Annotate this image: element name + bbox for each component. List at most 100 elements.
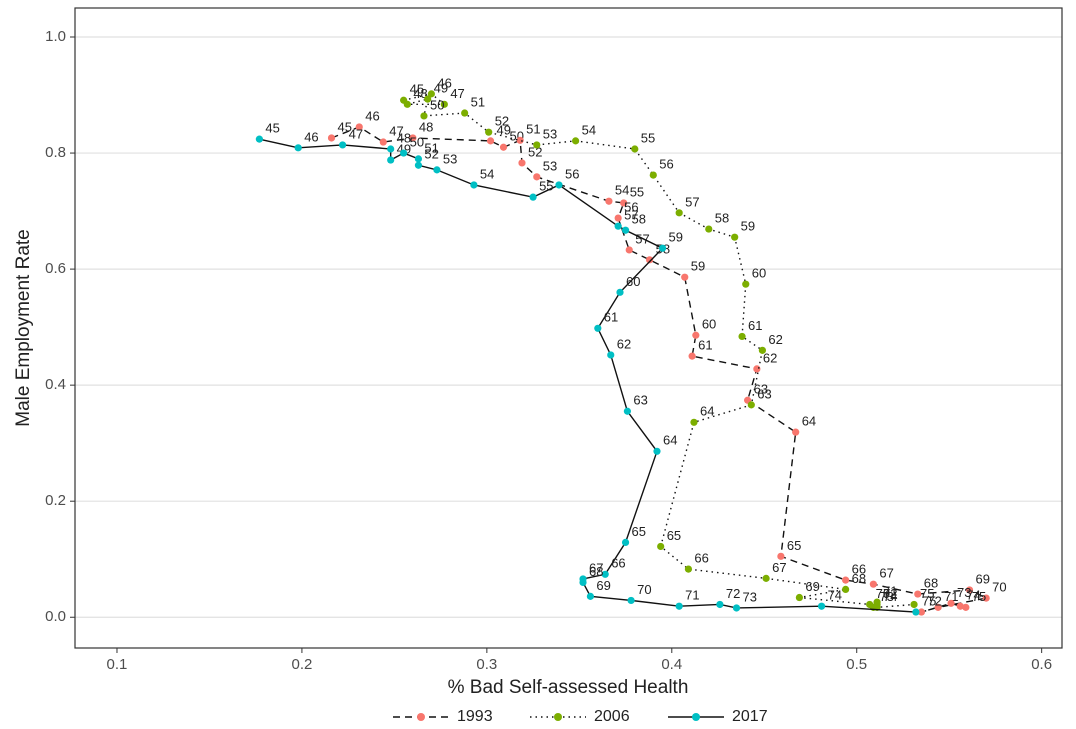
point [962, 603, 970, 611]
y-tick-label: 0.2 [45, 492, 66, 509]
point [795, 593, 803, 602]
point [355, 123, 363, 131]
point-label: 55 [539, 179, 553, 194]
point [869, 580, 877, 588]
point [409, 134, 417, 142]
x-tick-label: 0.1 [107, 656, 128, 673]
point-label: 68 [852, 571, 866, 586]
point [533, 141, 541, 149]
y-tick-label: 0.0 [45, 608, 66, 625]
x-axis-title: % Bad Self-assessed Health [448, 677, 689, 698]
point [742, 280, 750, 288]
point-label: 64 [802, 414, 816, 429]
point-label: 51 [424, 140, 438, 155]
point [738, 332, 746, 341]
legend-dot [417, 713, 425, 721]
legend-label: 2017 [732, 708, 768, 725]
point [658, 244, 667, 252]
point-label: 49 [434, 81, 448, 96]
point-label: 48 [413, 86, 427, 101]
point [777, 552, 785, 560]
point [623, 407, 632, 415]
point-label: 59 [741, 219, 755, 234]
point [387, 145, 395, 153]
series-line [259, 138, 916, 613]
point [914, 590, 922, 598]
point [762, 574, 770, 582]
y-axis-title: Male Employment Rate [13, 229, 34, 426]
x-tick-label: 0.6 [1031, 656, 1052, 673]
point-label: 55 [641, 130, 655, 145]
point [688, 352, 696, 360]
point-label: 66 [852, 562, 866, 577]
point [614, 214, 622, 222]
point-label: 67 [879, 566, 893, 581]
y-tick-label: 0.8 [45, 144, 66, 161]
point [753, 365, 761, 373]
point [690, 418, 698, 426]
point-label: 61 [698, 338, 712, 353]
x-tick-label: 0.2 [291, 656, 312, 673]
point-label: 60 [626, 274, 640, 289]
point-label: 46 [304, 129, 318, 144]
point-label: 55 [630, 184, 644, 199]
point [605, 197, 613, 205]
point-label: 72 [726, 586, 740, 601]
point [579, 578, 587, 587]
point [616, 288, 624, 296]
point [516, 136, 524, 144]
y-tick-label: 0.6 [45, 260, 66, 277]
point-label: 73 [743, 589, 757, 604]
point [533, 173, 541, 181]
point [692, 331, 700, 339]
point-label: 56 [659, 157, 673, 172]
point-label: 63 [754, 382, 768, 397]
point-label: 69 [805, 579, 819, 594]
series-line [331, 126, 989, 613]
point-label: 68 [924, 575, 938, 590]
point [649, 171, 657, 179]
point [620, 199, 628, 207]
point [645, 256, 654, 264]
point [675, 602, 683, 610]
point-label: 67 [772, 560, 786, 575]
plot-frame [74, 7, 1063, 649]
point-label: 45 [265, 121, 279, 136]
point-label: 72 [883, 586, 897, 601]
point-label: 73 [879, 589, 893, 604]
point [387, 156, 395, 164]
point-label: 73 [957, 585, 971, 600]
point [485, 128, 493, 136]
point-label: 70 [992, 580, 1006, 595]
x-tick-label: 0.5 [846, 656, 867, 673]
point-label: 61 [604, 310, 618, 325]
point-label: 46 [365, 108, 379, 123]
point [294, 144, 302, 152]
point-label: 68 [589, 564, 603, 579]
y-tick-label: 0.4 [45, 376, 66, 393]
point [529, 193, 537, 201]
point-label: 57 [624, 208, 638, 223]
point-label: 71 [944, 589, 958, 604]
point [440, 100, 448, 108]
point-label: 67 [589, 560, 603, 575]
point [594, 324, 602, 332]
point-label: 51 [526, 122, 540, 137]
point-label: 45 [338, 119, 352, 134]
point-label: 52 [495, 114, 509, 129]
point-label: 47 [450, 86, 464, 101]
point-label: 69 [596, 578, 610, 593]
point-label: 65 [632, 524, 646, 539]
point [947, 599, 955, 607]
point [414, 155, 423, 163]
point [681, 273, 689, 281]
point-label: 50 [410, 134, 424, 149]
point [427, 90, 435, 98]
point-label: 63 [757, 386, 771, 401]
x-tick-label: 0.4 [661, 656, 682, 673]
point [414, 161, 423, 169]
point-label: 74 [883, 589, 897, 604]
point [400, 149, 408, 157]
point-label: 53 [443, 151, 457, 166]
